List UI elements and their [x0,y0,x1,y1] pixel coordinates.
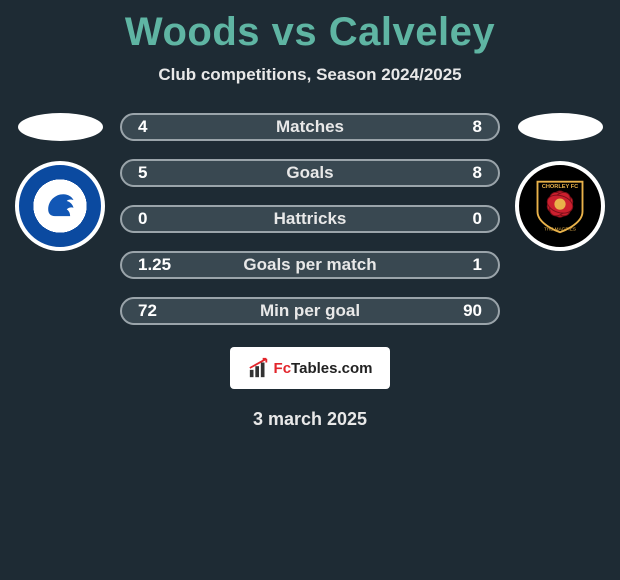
stat-left: 4 [138,117,178,137]
stat-right: 90 [442,301,482,321]
stat-label: Goals [286,163,333,183]
chester-lion-icon [33,179,87,233]
stat-right: 0 [442,209,482,229]
flag-right [518,113,603,141]
stat-label: Min per goal [260,301,360,321]
brand-link[interactable]: FcTables.com [230,347,390,389]
svg-text:THE MAGPIES: THE MAGPIES [544,226,576,231]
svg-text:CHORLEY FC: CHORLEY FC [542,184,578,190]
subtitle: Club competitions, Season 2024/2025 [0,65,620,85]
stat-left: 0 [138,209,178,229]
stat-label: Matches [276,117,344,137]
stat-right: 8 [442,117,482,137]
stat-left: 72 [138,301,178,321]
date: 3 march 2025 [0,409,620,430]
stat-left: 1.25 [138,255,178,275]
comparison-arena: CHORLEY FC THE MAGPIES 4 Matches 8 5 Goa… [0,113,620,325]
club-badge-left [15,161,105,251]
stat-label: Hattricks [274,209,347,229]
stat-row-hattricks: 0 Hattricks 0 [120,205,500,233]
page-title: Woods vs Calveley [0,0,620,55]
brand-text: FcTables.com [274,360,373,377]
stat-left: 5 [138,163,178,183]
stats-list: 4 Matches 8 5 Goals 8 0 Hattricks 0 1.25… [120,113,500,325]
chorley-rose-icon: CHORLEY FC THE MAGPIES [530,176,590,236]
right-column: CHORLEY FC THE MAGPIES [500,113,620,251]
bar-chart-icon [248,357,270,379]
flag-left [18,113,103,141]
stat-row-matches: 4 Matches 8 [120,113,500,141]
stat-label: Goals per match [243,255,376,275]
stat-row-gpm: 1.25 Goals per match 1 [120,251,500,279]
stat-right: 1 [442,255,482,275]
stat-row-goals: 5 Goals 8 [120,159,500,187]
club-badge-right: CHORLEY FC THE MAGPIES [515,161,605,251]
stat-right: 8 [442,163,482,183]
left-column [0,113,120,251]
stat-row-mpg: 72 Min per goal 90 [120,297,500,325]
